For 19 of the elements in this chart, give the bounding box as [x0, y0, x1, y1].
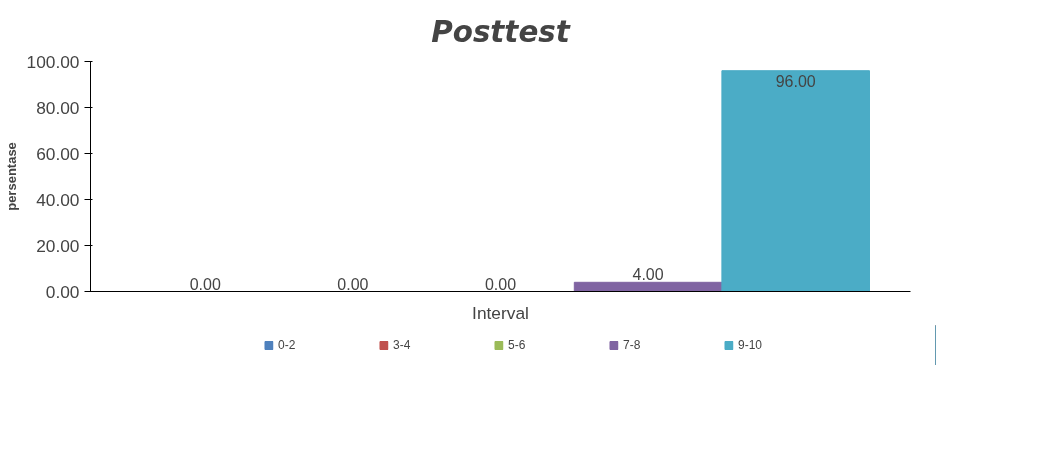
y-tick-label: 60.00	[36, 143, 80, 164]
data-label: 0.00	[337, 275, 369, 293]
y-axis-title: persentase	[3, 142, 19, 211]
legend-label: 9-10	[737, 338, 763, 352]
data-label: 0.00	[484, 275, 517, 293]
y-tick-label: 20.00	[36, 235, 80, 256]
legend-label: 7-8	[622, 338, 642, 352]
y-tick-label: 40.00	[36, 189, 80, 210]
y-tick-label: 0.00	[45, 281, 80, 302]
x-axis-title: Interval	[472, 302, 529, 323]
data-label: 4.00	[632, 266, 664, 284]
data-label: 96.00	[775, 72, 816, 90]
y-tick-label: 80.00	[36, 97, 80, 118]
legend-label: 3-4	[392, 338, 412, 352]
chart-title: Posttest	[431, 15, 571, 49]
legend-label: 0-2	[277, 338, 297, 352]
data-label: 0.00	[189, 275, 221, 293]
legend-label: 5-6	[507, 338, 527, 352]
y-tick-label: 100.00	[26, 51, 80, 72]
